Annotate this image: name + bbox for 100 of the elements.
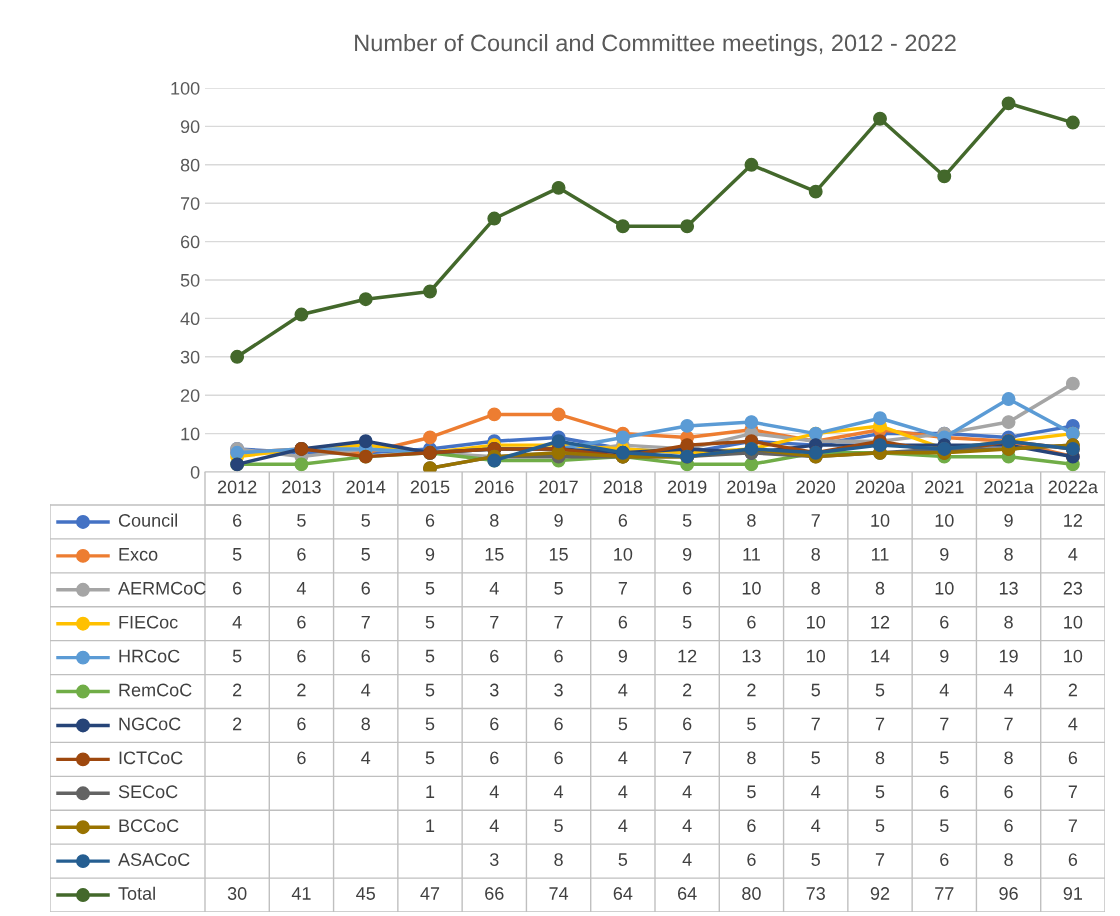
- data-label: 5: [939, 819, 949, 833]
- data-label: 9: [554, 514, 563, 527]
- data-label: 8: [747, 514, 756, 527]
- data-label: 4: [296, 582, 306, 595]
- x-tick-label: 2020a: [855, 480, 906, 494]
- data-label: 5: [425, 717, 435, 731]
- y-tick-label: 90: [180, 120, 200, 134]
- data-label: 4: [618, 683, 628, 697]
- y-tick-label: 100: [171, 81, 200, 95]
- data-label: 4: [1068, 717, 1078, 731]
- data-label: 6: [233, 581, 242, 595]
- data-label: 5: [811, 683, 820, 697]
- data-label: 6: [1004, 785, 1013, 799]
- data-label: 7: [683, 751, 692, 765]
- data-label: 8: [554, 853, 563, 866]
- data-label: 10: [871, 514, 890, 527]
- data-label: 6: [747, 853, 756, 866]
- data-label: 12: [871, 615, 890, 629]
- data-label: 77: [935, 887, 954, 900]
- data-label: 6: [297, 717, 306, 731]
- data-label: 6: [683, 717, 692, 731]
- data-label: 10: [807, 615, 826, 629]
- data-label: 6: [297, 547, 306, 561]
- data-label: 13: [742, 649, 761, 663]
- data-label: 8: [811, 581, 820, 595]
- data-label: 6: [490, 649, 499, 663]
- data-label: 6: [1004, 819, 1013, 833]
- data-label: 11: [743, 548, 760, 561]
- data-label: 5: [811, 853, 820, 866]
- data-label: 8: [1004, 853, 1013, 866]
- data-label: 5: [232, 548, 242, 561]
- x-tick-label: 2016: [475, 480, 514, 494]
- data-label: 5: [747, 785, 756, 799]
- data-label: 6: [490, 751, 499, 765]
- data-label: 2: [747, 683, 756, 697]
- data-label: 5: [425, 649, 435, 663]
- data-label: 4: [232, 615, 242, 629]
- data-label: 91: [1063, 887, 1083, 900]
- data-label: 7: [1068, 819, 1077, 832]
- y-tick-label: 30: [180, 350, 200, 364]
- chart-title: Number of Council and Committee meetings, 2012 - 2022: [355, 34, 956, 56]
- data-label: 6: [297, 615, 306, 629]
- data-label: 5: [425, 683, 435, 697]
- data-label: 2: [297, 683, 306, 697]
- x-tick-label: 2021a: [984, 480, 1034, 494]
- data-label: 6: [233, 514, 242, 527]
- data-label: 10: [614, 547, 633, 561]
- data-label: 4: [618, 819, 628, 832]
- data-label: 7: [554, 615, 563, 629]
- data-label: 4: [1003, 683, 1014, 697]
- data-label: 5: [682, 615, 692, 629]
- data-label: 3: [489, 683, 499, 697]
- y-tick-label: 20: [180, 389, 200, 402]
- data-label: 8: [875, 581, 885, 595]
- data-label: 9: [682, 547, 692, 561]
- legend-label: Council: [118, 513, 178, 527]
- data-label: 5: [875, 819, 885, 833]
- x-tick-label: 2018: [603, 480, 643, 494]
- data-label: 4: [489, 819, 499, 832]
- data-label: 10: [935, 514, 954, 527]
- data-label: 6: [747, 615, 756, 629]
- data-label: 6: [554, 649, 563, 663]
- data-label: 4: [361, 683, 371, 697]
- data-label: 64: [678, 887, 697, 900]
- legend-label: RemCoC: [119, 683, 192, 697]
- data-label: 11: [872, 548, 889, 561]
- legend-label: SECoC: [118, 785, 178, 799]
- data-label: 5: [554, 582, 563, 595]
- data-label: 10: [742, 581, 761, 595]
- data-label: 6: [1068, 751, 1078, 765]
- legend-label: BCCoC: [119, 819, 179, 833]
- data-label: 13: [999, 581, 1018, 595]
- data-label: 6: [1068, 853, 1078, 866]
- data-label: 4: [811, 785, 821, 798]
- data-label: 5: [682, 514, 692, 527]
- data-label: 96: [999, 887, 1018, 900]
- data-label: 6: [361, 649, 370, 663]
- data-label: 6: [554, 717, 563, 731]
- data-label: 9: [940, 547, 949, 561]
- data-label: 8: [811, 547, 820, 561]
- data-label: 14: [871, 649, 890, 663]
- data-label: 9: [425, 547, 435, 561]
- data-label: 47: [420, 887, 440, 900]
- y-tick-label: 10: [181, 427, 200, 441]
- data-label: 5: [875, 785, 885, 799]
- data-label: 73: [806, 887, 825, 900]
- x-tick-label: 2015: [410, 480, 450, 494]
- data-label: 5: [425, 582, 435, 595]
- data-label: 66: [485, 887, 504, 900]
- data-label: 8: [361, 717, 370, 731]
- x-tick-label: 2013: [282, 480, 321, 494]
- data-label: 12: [1064, 514, 1082, 527]
- data-label: 7: [811, 514, 820, 527]
- data-label: 5: [232, 649, 242, 663]
- x-tick-label: 2017: [539, 480, 578, 494]
- data-label: 10: [1064, 649, 1083, 663]
- data-label: 7: [618, 582, 627, 595]
- x-tick-label: 2022a: [1048, 480, 1098, 494]
- legend-label: Exco: [119, 548, 158, 561]
- data-label: 10: [935, 581, 954, 595]
